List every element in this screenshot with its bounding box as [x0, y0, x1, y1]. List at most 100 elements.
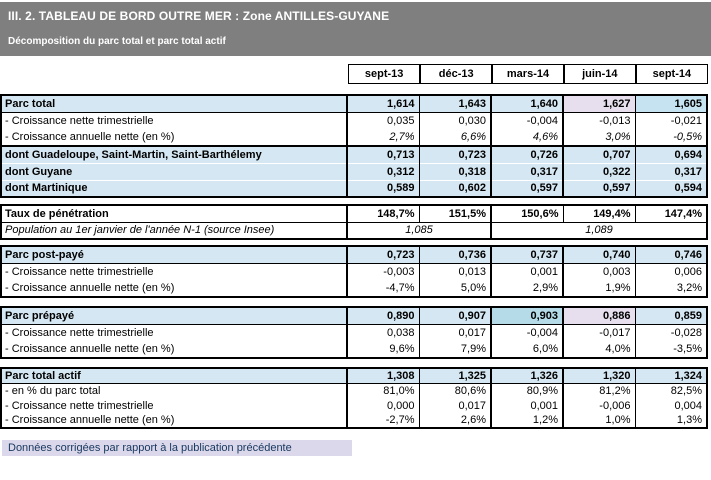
- value-cell: 82,5%: [634, 383, 707, 398]
- row-croissance-annuelle-nette: - Croissance annuelle nette (en %) -4,7%…: [1, 280, 707, 297]
- report-subtitle: Décomposition du parc total et parc tota…: [8, 36, 226, 47]
- corrected-data-footnote: Données corrigées par rapport à la publi…: [2, 440, 352, 456]
- value-cell: 2,7%: [346, 129, 419, 147]
- row-label: Taux de pénétration: [1, 205, 347, 223]
- value-cell: 0,013: [418, 263, 491, 280]
- row-croissance-nette-trimestrielle: - Croissance nette trimestrielle -0,003 …: [1, 263, 707, 280]
- value-cell: 1,3%: [634, 413, 707, 428]
- column-header-sept-13: sept-13: [348, 64, 421, 84]
- column-header-mars-14: mars-14: [491, 64, 565, 84]
- row-label: Parc prépayé: [1, 307, 347, 325]
- row-parc-total-actif: Parc total actif 1,308 1,325 1,326 1,320…: [1, 368, 707, 384]
- row-croissance-nette-trimestrielle: - Croissance nette trimestrielle 0,035 0…: [1, 112, 707, 129]
- value-cell: -0,021: [634, 112, 707, 129]
- period-header-row: sept-13 déc-13 mars-14 juin-14 sept-14: [348, 64, 708, 84]
- value-cell: 0,907: [418, 307, 491, 325]
- row-label: Parc total actif: [1, 368, 347, 384]
- row-label: - Croissance annuelle nette (en %): [5, 414, 175, 426]
- row-label: - en % du parc total: [5, 384, 101, 397]
- value-cell: 0,597: [490, 179, 563, 197]
- value-cell: 150,6%: [490, 205, 563, 223]
- value-cell: 0,746: [634, 246, 707, 264]
- row-parc-post-paye: Parc post-payé 0,723 0,736 0,737 0,740 0…: [1, 246, 707, 264]
- value-cell: 1,643: [418, 95, 491, 113]
- value-cell: -2,7%: [346, 413, 419, 428]
- row-label: - Croissance nette trimestrielle: [5, 326, 154, 339]
- row-label: dont Guadeloupe, Saint-Martin, Saint-Bar…: [1, 146, 347, 163]
- column-header-sept-14: sept-14: [634, 64, 708, 84]
- value-cell: -3,5%: [634, 341, 707, 358]
- value-cell: 1,2%: [490, 413, 563, 428]
- value-cell-2013: 1,085: [346, 222, 491, 239]
- value-cell: 6,6%: [418, 129, 491, 147]
- value-cell: 6,0%: [490, 341, 563, 358]
- value-cell: 0,589: [346, 179, 419, 197]
- value-cell: 1,324: [634, 368, 707, 384]
- value-cell: -0,028: [634, 324, 707, 341]
- value-cell: 0,318: [418, 162, 491, 180]
- value-cell: 81,0%: [346, 383, 419, 398]
- row-label: - Croissance annuelle nette (en %): [1, 129, 347, 147]
- row-croissance-annuelle-nette: - Croissance annuelle nette (en %) 9,6% …: [1, 341, 707, 358]
- value-cell: 0,859: [634, 307, 707, 325]
- value-cell: 0,694: [634, 146, 707, 163]
- row-en-pct-du-parc-total: - en % du parc total 81,0% 80,6% 80,9% 8…: [1, 383, 707, 398]
- parc-post-paye-table: Parc post-payé 0,723 0,736 0,737 0,740 0…: [0, 245, 708, 298]
- value-cell: 149,4%: [562, 205, 635, 223]
- row-croissance-nette-trimestrielle: - Croissance nette trimestrielle 0,038 0…: [1, 324, 707, 341]
- row-label: Parc post-payé: [1, 246, 347, 264]
- row-taux-penetration: Taux de pénétration 148,7% 151,5% 150,6%…: [1, 205, 707, 223]
- value-cell: 0,001: [490, 398, 563, 413]
- value-cell: 0,890: [346, 307, 419, 325]
- row-croissance-nette-trimestrielle: - Croissance nette trimestrielle 0,000 0…: [1, 398, 707, 413]
- table-row: sept-13 déc-13 mars-14 juin-14 sept-14: [348, 64, 708, 84]
- value-cell-corrected: 1,627: [562, 95, 635, 113]
- value-cell: 4,6%: [490, 129, 563, 147]
- row-croissance-annuelle-nette: - Croissance annuelle nette (en %) 2,7% …: [1, 129, 707, 147]
- value-cell: 81,2%: [562, 383, 635, 398]
- value-cell: 0,723: [346, 246, 419, 264]
- value-cell: 0,726: [490, 146, 563, 163]
- row-dont-martinique: dont Martinique 0,589 0,602 0,597 0,597 …: [1, 179, 707, 197]
- value-cell: 0,017: [418, 398, 491, 413]
- row-parc-prepaye: Parc prépayé 0,890 0,907 0,903 0,886 0,8…: [1, 307, 707, 325]
- value-cell: 0,707: [562, 146, 635, 163]
- value-cell: 0,038: [346, 324, 419, 341]
- value-cell: -0,003: [346, 263, 419, 280]
- value-cell: 0,312: [346, 162, 419, 180]
- value-cell: 1,614: [346, 95, 419, 113]
- value-cell: -0,004: [490, 112, 563, 129]
- value-cell: 0,000: [346, 398, 419, 413]
- value-cell: 147,4%: [634, 205, 707, 223]
- value-cell: 0,597: [562, 179, 635, 197]
- value-cell: 0,006: [634, 263, 707, 280]
- row-population: Population au 1er janvier de l'année N-1…: [1, 222, 707, 239]
- row-dont-guadeloupe: dont Guadeloupe, Saint-Martin, Saint-Bar…: [1, 146, 707, 163]
- value-cell: 2,6%: [418, 413, 491, 428]
- parc-total-table: Parc total 1,614 1,643 1,640 1,627 1,605…: [0, 94, 708, 198]
- row-croissance-annuelle-nette: - Croissance annuelle nette (en %) -2,7%…: [1, 413, 707, 428]
- report-title: III. 2. TABLEAU DE BORD OUTRE MER : Zone…: [8, 9, 390, 23]
- row-dont-guyane: dont Guyane 0,312 0,318 0,317 0,322 0,31…: [1, 162, 707, 180]
- value-cell: 0,017: [418, 324, 491, 341]
- value-cell-corrected: 0,886: [562, 307, 635, 325]
- value-cell: 148,7%: [346, 205, 419, 223]
- value-cell: 0,317: [634, 162, 707, 180]
- value-cell: 1,325: [418, 368, 491, 384]
- value-cell-highlight: 0,903: [490, 307, 563, 325]
- value-cell: 7,9%: [418, 341, 491, 358]
- value-cell: 0,001: [490, 263, 563, 280]
- value-cell: 3,0%: [562, 129, 635, 147]
- value-cell: 4,0%: [562, 341, 635, 358]
- value-cell: 0,736: [418, 246, 491, 264]
- parc-total-actif-table: Parc total actif 1,308 1,325 1,326 1,320…: [0, 367, 708, 429]
- value-cell: -0,017: [562, 324, 635, 341]
- value-cell: 1,9%: [562, 280, 635, 297]
- value-cell: 0,602: [418, 179, 491, 197]
- value-cell: 0,740: [562, 246, 635, 264]
- value-cell: -0,5%: [634, 129, 707, 147]
- taux-penetration-table: Taux de pénétration 148,7% 151,5% 150,6%…: [0, 204, 708, 240]
- value-cell: -0,013: [562, 112, 635, 129]
- value-cell: 0,030: [418, 112, 491, 129]
- value-cell: 2,9%: [490, 280, 563, 297]
